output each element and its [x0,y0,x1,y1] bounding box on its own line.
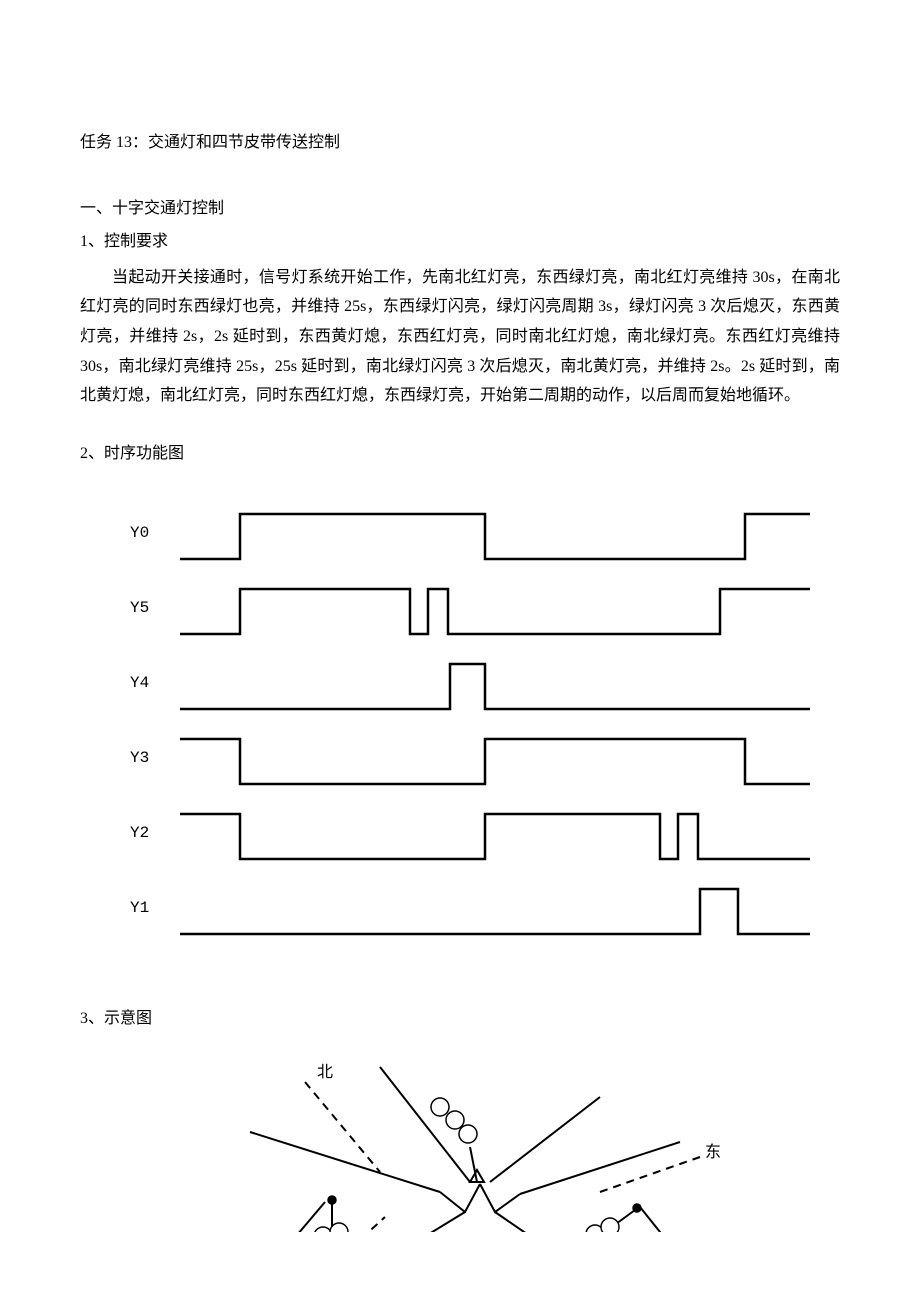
timing-waveform-Y4 [180,654,810,714]
timing-waveform-Y0 [180,504,810,564]
timing-row-Y0: Y0 [130,496,810,571]
task-title: 任务 13：交通灯和四节皮带传送控制 [80,130,840,156]
timing-waveform-Y1 [180,879,810,939]
timing-row-Y5: Y5 [130,571,810,646]
section-1-heading: 一、十字交通灯控制 [80,196,840,222]
control-requirement-text: 当起动开关接通时，信号灯系统开始工作，先南北红灯亮，东西绿灯亮，南北红灯亮维持 … [80,263,840,411]
timing-label-Y5: Y5 [130,596,180,622]
subsection-1-3-heading: 3、示意图 [80,1006,840,1032]
timing-label-Y2: Y2 [130,821,180,847]
timing-row-Y2: Y2 [130,796,810,871]
timing-waveform-Y2 [180,804,810,864]
svg-text:北: 北 [317,1063,333,1081]
timing-diagram: Y0 Y5 Y4 Y3 Y2 Y1 [130,496,810,946]
timing-row-Y3: Y3 [130,721,810,796]
timing-label-Y4: Y4 [130,671,180,697]
timing-waveform-Y5 [180,579,810,639]
timing-label-Y1: Y1 [130,896,180,922]
timing-label-Y3: Y3 [130,746,180,772]
timing-row-Y4: Y4 [130,646,810,721]
svg-text:东: 东 [705,1143,721,1161]
timing-waveform-Y3 [180,729,810,789]
timing-label-Y0: Y0 [130,521,180,547]
intersection-schematic: 北东 [210,1052,750,1232]
timing-row-Y1: Y1 [130,871,810,946]
subsection-1-2-heading: 2、时序功能图 [80,441,840,467]
subsection-1-1-heading: 1、控制要求 [80,229,840,255]
